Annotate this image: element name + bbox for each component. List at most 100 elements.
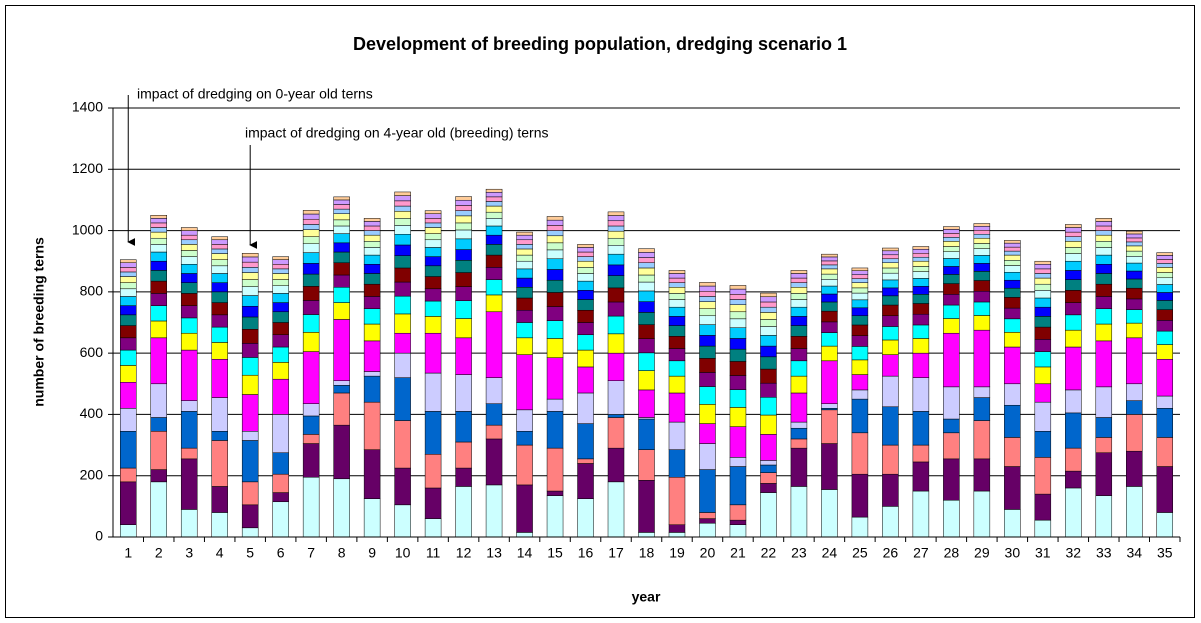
bar-segment — [424, 316, 442, 334]
bar-segment — [333, 233, 350, 244]
bar-segment — [424, 300, 442, 317]
bar-segment — [424, 239, 442, 248]
bar-segment — [943, 237, 960, 242]
bar-segment — [699, 404, 716, 424]
bar-segment — [485, 438, 503, 486]
bar-segment — [150, 293, 167, 306]
bar-segment — [577, 366, 594, 394]
bar-segment — [1065, 236, 1082, 242]
bar-segment — [180, 349, 198, 401]
bar-segment — [821, 409, 838, 444]
bar-segment — [668, 532, 686, 538]
bar-segment — [882, 326, 899, 341]
bar-segment — [729, 318, 747, 328]
bar-segment — [699, 335, 716, 347]
bar-segment — [1065, 231, 1082, 237]
bar-segment — [1126, 270, 1143, 280]
bar-segment — [272, 268, 289, 274]
bar-segment — [394, 218, 411, 226]
x-tick-label: 35 — [1157, 545, 1173, 561]
bar-segment — [851, 274, 869, 279]
bar-segment — [241, 295, 259, 307]
bar-segment — [272, 279, 289, 286]
bar-segment — [211, 302, 228, 316]
bar-segment — [150, 469, 167, 483]
bar-segment — [363, 241, 381, 248]
bar-segment — [851, 473, 869, 518]
bar-segment — [455, 318, 472, 339]
bar-segment — [180, 227, 198, 231]
bar-segment — [424, 372, 442, 412]
bar-segment — [302, 224, 320, 230]
bar-segment — [455, 272, 472, 287]
bar-segment — [760, 472, 777, 484]
bar-segment — [546, 235, 564, 244]
bar-segment — [973, 458, 991, 492]
bar-segment — [516, 231, 533, 236]
bar-segment — [1126, 337, 1143, 385]
x-tick-label: 26 — [883, 545, 899, 561]
bar-segment — [943, 386, 960, 420]
bar-segment — [790, 306, 808, 317]
bar-segment — [668, 277, 686, 283]
bar-segment — [394, 233, 411, 246]
bar-segment — [485, 294, 503, 313]
bar-segment — [546, 320, 564, 339]
bar-segment — [394, 195, 411, 202]
bar-segment — [973, 301, 991, 316]
bar-segment — [790, 273, 808, 279]
bar-segment — [241, 252, 259, 258]
bar-segment — [943, 499, 960, 538]
bar-segment — [882, 267, 899, 274]
bar-segment — [180, 293, 198, 306]
bar-segment — [912, 286, 930, 295]
bar-segment — [699, 301, 716, 309]
bar-segment — [882, 304, 899, 317]
bar-segment — [455, 411, 472, 443]
bar-segment — [1004, 466, 1021, 510]
bar-segment — [211, 397, 228, 432]
bar-segment — [882, 339, 899, 355]
bar-segment — [668, 287, 686, 294]
bar-segment — [241, 504, 259, 529]
annotation: impact of dredging on 4-year old (breedi… — [245, 125, 549, 141]
bar-segment — [729, 504, 747, 521]
bar-segment — [943, 304, 960, 319]
bar-segment — [973, 237, 991, 244]
bar-segment — [1004, 279, 1021, 289]
bar-segment — [333, 213, 350, 221]
bar-segment — [1156, 259, 1174, 264]
bar-segment — [699, 324, 716, 336]
bar-segment — [516, 354, 533, 411]
bar-segment — [760, 296, 777, 303]
bar-segment — [638, 262, 655, 269]
bar-segment — [150, 383, 167, 418]
bar-segment — [607, 225, 625, 232]
bar-segment — [150, 222, 167, 228]
bar-segment — [302, 403, 320, 417]
bar-segment — [180, 273, 198, 283]
bar-segment — [1065, 253, 1082, 262]
bar-segment — [424, 210, 442, 214]
bar-segment — [577, 251, 594, 257]
bar-segment — [119, 365, 137, 383]
bar-segment — [241, 431, 259, 441]
bar-segment — [912, 256, 930, 262]
bar-segment — [272, 346, 289, 363]
bar-segment — [455, 238, 472, 250]
bar-segment — [150, 237, 167, 245]
bar-segment — [1126, 486, 1143, 538]
bar-segment — [211, 314, 228, 328]
bar-segment — [607, 287, 625, 303]
bar-segment — [943, 458, 960, 501]
bar-segment — [150, 215, 167, 219]
bar-segment — [1126, 233, 1143, 239]
bar-segment — [1004, 260, 1021, 266]
bar-segment — [363, 449, 381, 499]
bar-segment — [119, 276, 137, 283]
bar-segment — [455, 222, 472, 231]
bar-segment — [912, 260, 930, 267]
bar-segment — [638, 252, 655, 258]
bar-segment — [851, 374, 869, 391]
bar-segment — [455, 229, 472, 240]
